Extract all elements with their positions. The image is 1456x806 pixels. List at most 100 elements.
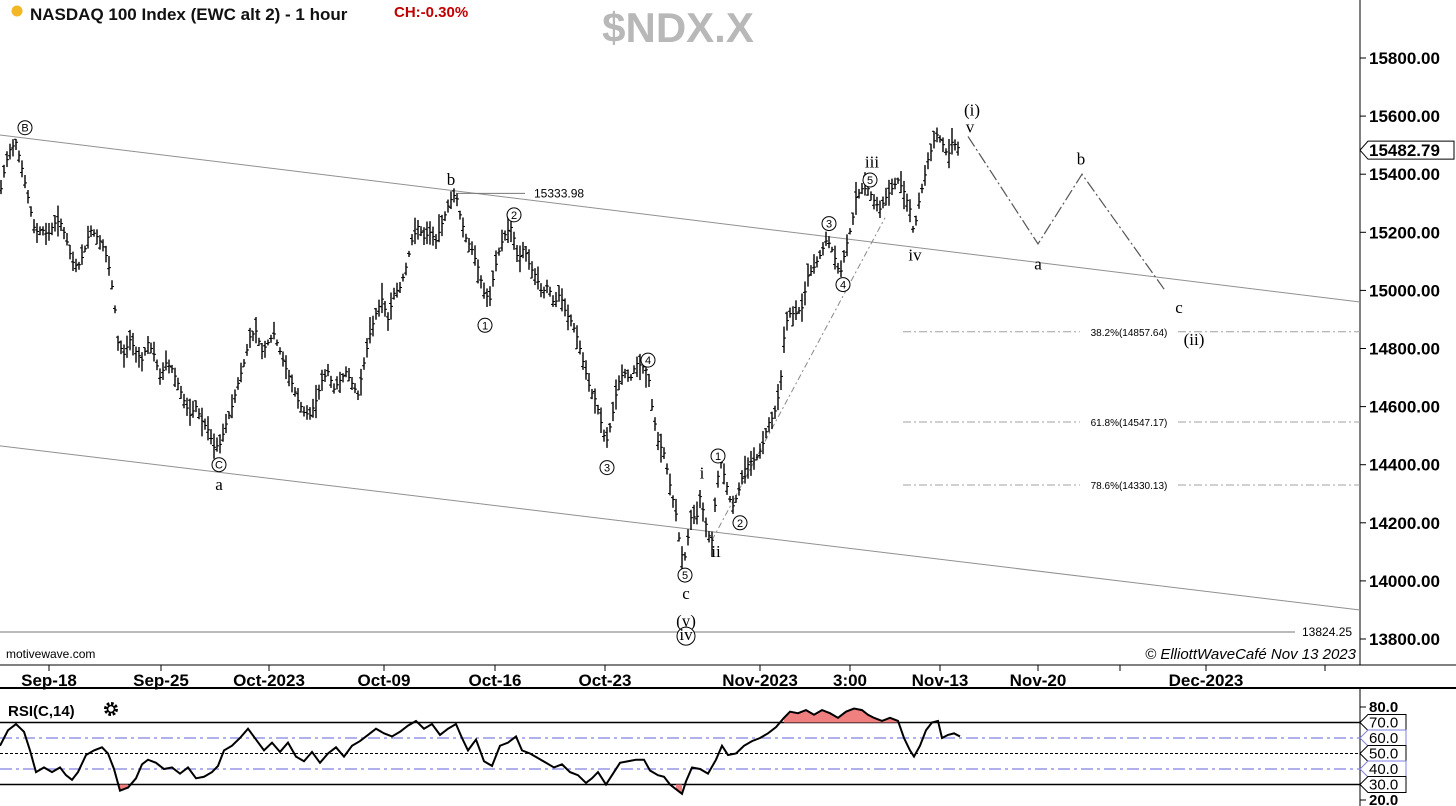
price-bar	[722, 463, 726, 485]
price-tick-label: 14000.00	[1369, 572, 1440, 591]
price-bar	[290, 374, 294, 393]
price-bar	[512, 231, 516, 250]
price-bar	[308, 407, 312, 420]
price-bar	[122, 344, 126, 368]
settings-gear-icon[interactable]	[104, 702, 118, 716]
price-bar	[896, 177, 900, 184]
rsi-title: RSI(C,14)	[8, 703, 75, 720]
price-bar	[548, 286, 552, 297]
price-bar	[737, 482, 741, 496]
source-credit: motivewave.com	[6, 647, 95, 661]
price-bar	[293, 387, 297, 397]
price-bar	[794, 300, 798, 320]
price-bar	[935, 127, 939, 143]
price-bar	[857, 188, 861, 199]
price-bar	[41, 226, 45, 236]
price-bar	[773, 405, 777, 419]
price-bar	[380, 282, 384, 314]
price-bar	[536, 266, 540, 290]
price-bar	[497, 247, 501, 256]
price-bar	[803, 281, 807, 306]
price-bar	[191, 400, 195, 418]
price-bar	[5, 151, 9, 168]
price-bar	[80, 244, 84, 265]
price-bar	[233, 389, 237, 403]
wave-label: i	[700, 463, 705, 482]
price-bar	[926, 152, 930, 170]
price-bar	[278, 347, 282, 355]
fib-label: 78.6%(14330.13)	[1091, 481, 1168, 492]
price-bar	[452, 188, 456, 203]
wave-label: b	[447, 170, 456, 189]
price-bars	[0, 127, 960, 571]
price-bar	[332, 383, 336, 394]
price-bar	[707, 531, 711, 543]
wave-label-circle	[821, 216, 837, 232]
price-level-label: 15333.98	[534, 186, 584, 200]
wave-label: 1	[482, 320, 488, 332]
price-bar	[344, 366, 348, 378]
price-bar	[932, 130, 936, 149]
price-bar	[74, 258, 78, 273]
rsi-tick-label: 40.0	[1369, 761, 1398, 778]
last-price-marker: 15482.79	[1359, 140, 1455, 160]
wave-label-circle	[477, 317, 493, 333]
price-bar	[197, 408, 201, 420]
price-bar	[446, 199, 450, 213]
rsi-tick-label: 80.0	[1369, 699, 1398, 716]
price-bar	[917, 192, 921, 209]
price-bar	[620, 364, 624, 385]
price-bar	[632, 365, 636, 374]
price-bar	[44, 222, 48, 245]
price-bar	[710, 531, 714, 557]
wave-label: 5	[867, 175, 873, 187]
price-bar	[86, 225, 90, 249]
price-tick-label: 14200.00	[1369, 514, 1440, 533]
channel-line	[0, 134, 1361, 303]
time-tick-label: Nov-2023	[722, 671, 798, 690]
price-bar	[407, 250, 411, 258]
last-price-label: 15482.79	[1369, 141, 1440, 160]
price-bar	[500, 229, 504, 252]
price-bar	[575, 325, 579, 350]
wave-label: 3	[604, 463, 610, 475]
wave-label-circle	[835, 277, 851, 293]
price-bar	[911, 225, 915, 233]
price-bar	[476, 259, 480, 284]
price-bar	[173, 367, 177, 388]
price-bar	[428, 221, 432, 245]
chart-title: NASDAQ 100 Index (EWC alt 2) - 1 hour	[30, 5, 348, 24]
price-bar	[470, 241, 474, 255]
price-bar	[149, 342, 153, 354]
price-bar	[68, 244, 72, 260]
price-bar	[206, 416, 210, 441]
price-bar	[467, 237, 471, 253]
price-bar	[47, 223, 51, 241]
projection-line	[967, 136, 1166, 291]
price-bar	[821, 242, 825, 256]
price-bar	[116, 335, 120, 351]
price-bar	[503, 230, 507, 241]
price-bar	[626, 369, 630, 382]
price-bar	[137, 346, 141, 368]
rsi-level-tag	[1359, 760, 1407, 778]
price-bar	[0, 179, 3, 195]
wave-label: (y)	[676, 612, 696, 631]
price-bar	[956, 141, 960, 156]
price-bar	[758, 443, 762, 459]
price-bar	[659, 433, 663, 463]
price-bar	[725, 481, 729, 495]
price-bar	[782, 326, 786, 353]
price-bar	[629, 374, 633, 381]
price-bar	[155, 359, 159, 371]
rsi-level-tag	[1359, 729, 1407, 747]
change-percent: CH:-0.30%	[394, 4, 468, 21]
price-bar	[851, 212, 855, 225]
time-tick-label: Oct-09	[358, 671, 411, 690]
wave-label: 2	[511, 210, 517, 222]
time-tick-label: Sep-18	[21, 671, 77, 690]
price-tick-label: 15600.00	[1369, 107, 1440, 126]
price-bar	[518, 245, 522, 273]
price-bar	[605, 427, 609, 448]
